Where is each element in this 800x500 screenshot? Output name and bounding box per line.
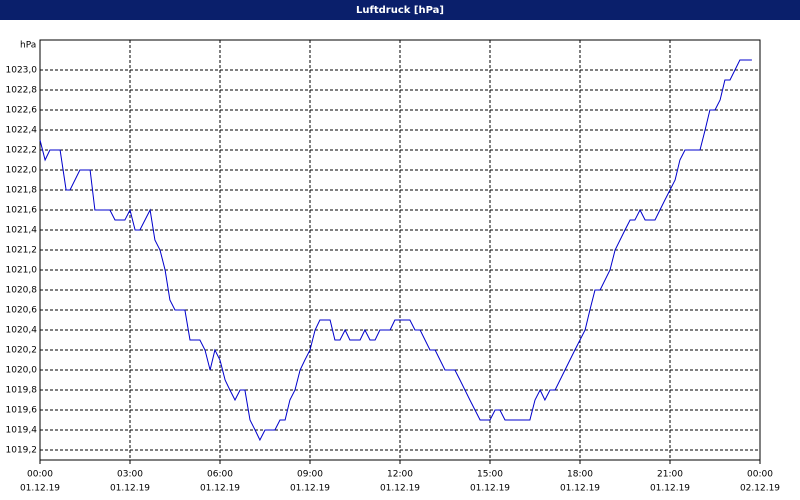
y-tick-label: 1020,4	[6, 326, 38, 336]
y-tick-label: 1022,4	[6, 126, 38, 136]
x-tick-label: 18:00	[567, 470, 593, 480]
y-tick-label: 1020,2	[6, 346, 38, 356]
y-tick-label: 1019,4	[6, 426, 38, 436]
data-line	[39, 59, 752, 442]
y-tick-label: 1021,0	[6, 266, 38, 276]
y-tick-label: 1020,8	[6, 286, 38, 296]
x-tick-label: 00:00	[747, 470, 773, 480]
x-tick-label: 01.12.19	[470, 484, 510, 494]
y-tick-label: 1019,2	[6, 446, 38, 456]
y-tick-label: 1019,8	[6, 386, 38, 396]
x-tick-label: 01.12.19	[650, 484, 690, 494]
x-tick-label: 01.12.19	[560, 484, 600, 494]
y-axis-unit: hPa	[20, 41, 36, 51]
x-tick-label: 01.12.19	[20, 484, 60, 494]
y-tick-label: 1022,2	[6, 146, 38, 156]
x-tick-label: 02.12.19	[740, 484, 780, 494]
x-tick-label: 06:00	[207, 470, 233, 480]
y-tick-label: 1021,2	[6, 246, 38, 256]
y-tick-label: 1019,6	[6, 406, 38, 416]
y-tick-label: 1021,8	[6, 186, 38, 196]
x-tick-label: 00:00	[27, 470, 53, 480]
title-bar	[0, 0, 800, 20]
x-tick-label: 15:00	[477, 470, 503, 480]
x-tick-label: 01.12.19	[380, 484, 420, 494]
x-tick-label: 01.12.19	[110, 484, 150, 494]
x-tick-label: 09:00	[297, 470, 323, 480]
y-tick-label: 1020,0	[6, 366, 38, 376]
y-tick-label: 1021,4	[6, 226, 38, 236]
x-tick-label: 21:00	[657, 470, 683, 480]
y-tick-label: 1021,6	[6, 206, 38, 216]
y-tick-label: 1023,0	[6, 66, 38, 76]
x-tick-label: 12:00	[387, 470, 413, 480]
y-tick-label: 1022,6	[6, 106, 38, 116]
y-tick-label: 1022,0	[6, 166, 38, 176]
y-tick-label: 1022,8	[6, 86, 38, 96]
x-tick-label: 01.12.19	[290, 484, 330, 494]
x-tick-label: 01.12.19	[200, 484, 240, 494]
y-tick-label: 1020,6	[6, 306, 38, 316]
chart-title: Luftdruck [hPa]	[356, 5, 444, 16]
x-tick-label: 03:00	[117, 470, 143, 480]
